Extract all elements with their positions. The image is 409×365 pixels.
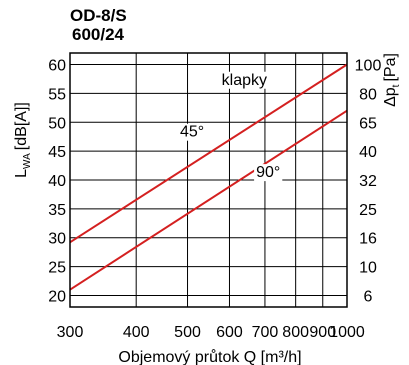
y-tick-label: 25 xyxy=(48,260,66,277)
y2-tick-label: 16 xyxy=(359,231,377,248)
x-tick-label: 1000 xyxy=(329,324,365,341)
annotation-background xyxy=(254,164,283,182)
series-line-1 xyxy=(69,63,348,244)
x-tick-label: 800 xyxy=(282,324,309,341)
y2-tick-label: 65 xyxy=(359,115,377,132)
chart-title-line-2: 600/24 xyxy=(72,25,125,44)
y2-axis-label-unit: [Pa] xyxy=(382,53,399,81)
y-tick-label: 40 xyxy=(48,173,66,190)
plot-frame xyxy=(69,52,348,308)
x-tick-label: 700 xyxy=(252,324,279,341)
y2-axis-label: Δpt [Pa] xyxy=(382,53,402,107)
y-tick-label: 45 xyxy=(48,144,66,161)
series-line-2 xyxy=(69,109,348,291)
annotation-background xyxy=(177,123,207,141)
y2-tick-label: 32 xyxy=(359,173,377,190)
y-tick-label: 35 xyxy=(48,202,66,219)
annotation-background xyxy=(219,71,270,89)
y2-axis-label-main: Δp xyxy=(382,87,399,107)
y-axis-label-sub: WA xyxy=(22,153,33,169)
y2-tick-label: 25 xyxy=(359,202,377,219)
y-axis-label-unit: [dB[A]] xyxy=(13,102,30,150)
y2-tick-label: 6 xyxy=(364,288,373,305)
y2-ticks: 100 80 65 40 32 25 16 10 6 xyxy=(355,58,382,306)
y-tick-label: 60 xyxy=(48,58,66,75)
y-ticks: 20 25 30 35 40 45 50 55 60 xyxy=(48,58,66,306)
y-axis-label: LWA [dB[A]] xyxy=(13,102,33,178)
x-tick-label: 900 xyxy=(309,324,336,341)
x-axis-label: Objemový průtok Q [m³/h] xyxy=(118,348,301,365)
annotation-label: 45° xyxy=(180,124,204,141)
chart-title-line-1: OD-8/S xyxy=(70,6,127,25)
x-tick-label: 600 xyxy=(216,324,243,341)
annotation-label: klapky xyxy=(222,72,267,89)
y2-tick-label: 100 xyxy=(355,58,382,75)
annotations: klapky 45° 90° xyxy=(177,71,283,182)
y-tick-label: 20 xyxy=(48,288,66,305)
y-tick-label: 30 xyxy=(48,231,66,248)
y-axis-label-main: L xyxy=(13,169,30,178)
y2-tick-label: 80 xyxy=(359,86,377,103)
y2-tick-label: 40 xyxy=(359,144,377,161)
y-tick-label: 50 xyxy=(48,115,66,132)
series-layer xyxy=(69,63,348,291)
x-tick-label: 500 xyxy=(174,324,201,341)
x-tick-label: 300 xyxy=(57,324,84,341)
x-tick-label: 400 xyxy=(123,324,150,341)
y2-axis-label-sub: t xyxy=(391,84,402,87)
annotation-label: 90° xyxy=(256,164,280,181)
y2-tick-label: 10 xyxy=(359,260,377,277)
y-tick-label: 55 xyxy=(48,86,66,103)
